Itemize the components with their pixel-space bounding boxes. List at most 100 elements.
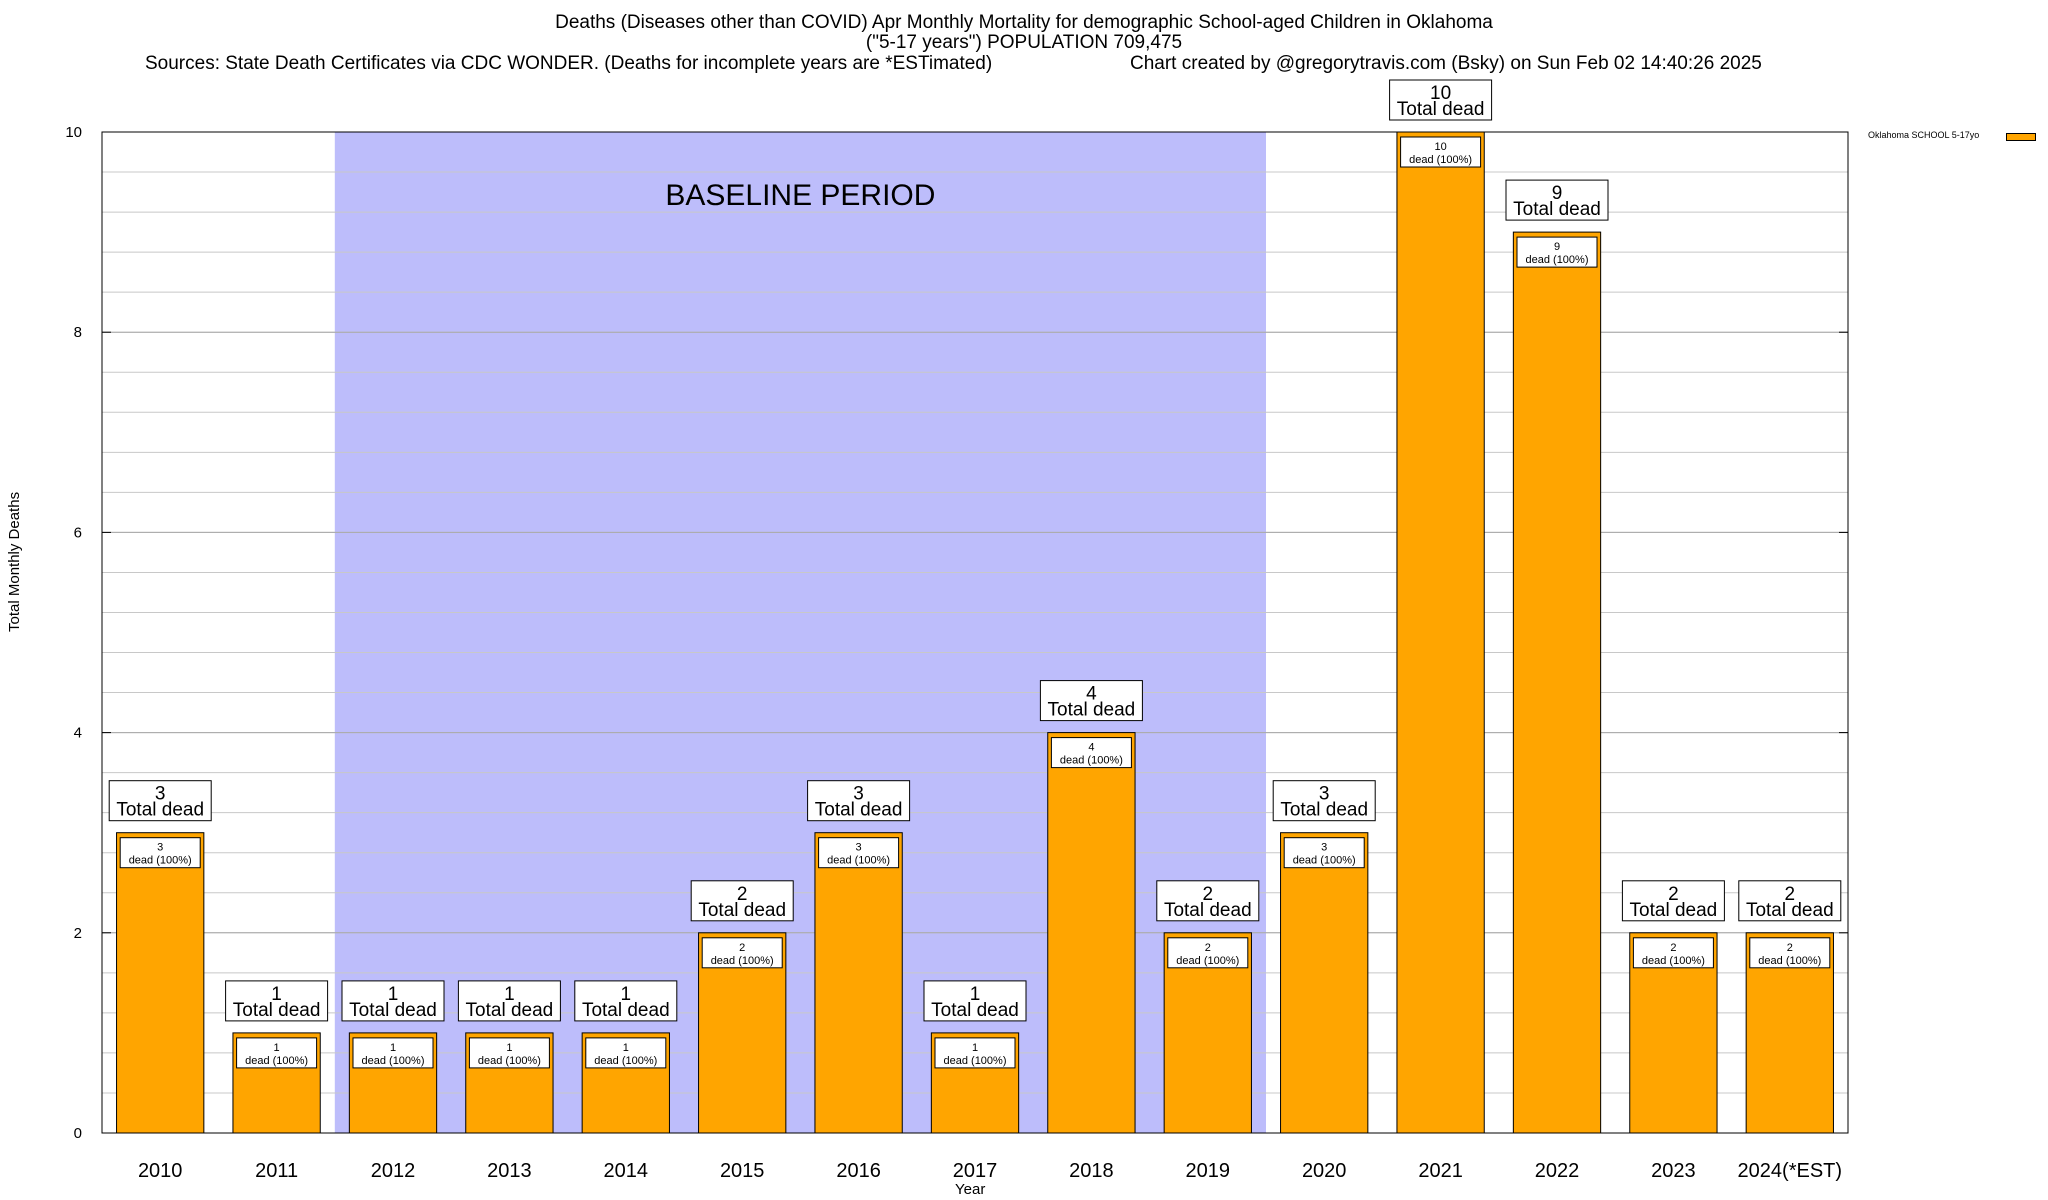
bar-total-label-box [108, 780, 212, 822]
bar-total-label: Total dead [815, 800, 903, 821]
bar-inner-label-box [1632, 937, 1714, 969]
bar-total-value: 2 [1203, 884, 1214, 905]
bar-total-value: 1 [621, 984, 632, 1005]
bar-total-label: Total dead [233, 1000, 321, 1021]
bar-inner-value: 9 [1554, 241, 1560, 253]
y-tick-label: 6 [74, 524, 82, 541]
bar-inner-label-box [1167, 937, 1249, 969]
bar-total-label-box [923, 980, 1027, 1022]
bar-inner-label: dead (100%) [1060, 755, 1123, 767]
x-tick-label: 2019 [1186, 1160, 1231, 1182]
bar-inner-label-box [468, 1037, 550, 1069]
bar-total-value: 1 [504, 984, 515, 1005]
bar-total-value: 10 [1430, 83, 1451, 104]
bar-inner-value: 3 [1321, 842, 1327, 854]
bar-total-label-box [1621, 880, 1725, 922]
chart-subtitle: ("5-17 years") POPULATION 709,475 [865, 32, 1183, 53]
bar-inner-label-box [585, 1037, 667, 1069]
bar-total-label: Total dead [1630, 900, 1718, 921]
bar [116, 832, 205, 1134]
bar-inner-label: dead (100%) [827, 855, 890, 867]
bar-total-value: 3 [155, 784, 166, 805]
chart-credit: Chart created by @gregorytravis.com (Bsk… [1130, 53, 1762, 74]
bar-inner-label: dead (100%) [129, 855, 192, 867]
bar-inner-value: 2 [1787, 942, 1793, 954]
x-tick-label: 2010 [138, 1160, 183, 1182]
bar-inner-label: dead (100%) [362, 1055, 425, 1067]
bar-total-label: Total dead [1280, 800, 1368, 821]
bar-total-label: Total dead [1397, 99, 1485, 120]
y-tick-label: 10 [65, 124, 82, 141]
bar-total-value: 4 [1086, 684, 1097, 705]
bar-inner-value: 1 [506, 1042, 512, 1054]
bar-inner-label: dead (100%) [1526, 254, 1589, 266]
bar-inner-value: 4 [1088, 742, 1094, 754]
bar-total-label-box [457, 980, 561, 1022]
bar-inner-label: dead (100%) [1409, 154, 1472, 166]
bar-inner-value: 1 [972, 1042, 978, 1054]
bar [1280, 832, 1369, 1134]
x-tick-label: 2021 [1418, 1160, 1463, 1182]
bar-inner-label-box [1283, 837, 1365, 869]
bar-inner-label: dead (100%) [478, 1055, 541, 1067]
bar-total-value: 1 [271, 984, 282, 1005]
bar-inner-label-box [1050, 737, 1132, 769]
x-tick-label: 2012 [371, 1160, 416, 1182]
bar-total-label-box [1156, 880, 1260, 922]
bar-total-value: 2 [737, 884, 748, 905]
bar-total-value: 2 [1785, 884, 1796, 905]
bar-inner-label-box [119, 837, 201, 869]
bar-total-value: 1 [970, 984, 981, 1005]
bar-total-label: Total dead [1513, 199, 1601, 220]
bar-inner-label: dead (100%) [1758, 955, 1821, 967]
y-axis-label: Total Monthly Deaths [6, 491, 23, 632]
x-axis-label: Year [955, 1181, 986, 1198]
bar-inner-value: 1 [274, 1042, 280, 1054]
bar-total-label: Total dead [349, 1000, 437, 1021]
bar-total-value: 1 [388, 984, 399, 1005]
bar-inner-label-box [701, 937, 783, 969]
bar-inner-value: 1 [623, 1042, 629, 1054]
bar-inner-value: 2 [1205, 942, 1211, 954]
bar-total-value: 3 [1319, 784, 1330, 805]
bar-inner-label-box [934, 1037, 1016, 1069]
bar-total-label-box [1738, 880, 1842, 922]
bar-inner-label-box [1516, 236, 1598, 268]
bar-total-label: Total dead [582, 1000, 670, 1021]
chart-sources: Sources: State Death Certificates via CD… [145, 53, 993, 74]
bar [1512, 231, 1602, 1134]
x-tick-label: 2022 [1535, 1160, 1580, 1182]
bar-inner-label: dead (100%) [944, 1055, 1007, 1067]
bar-total-label: Total dead [698, 900, 786, 921]
bar-inner-value: 2 [1670, 942, 1676, 954]
plot-frame [101, 131, 1849, 1134]
bar-total-label: Total dead [116, 800, 204, 821]
bar-total-label-box [690, 880, 794, 922]
x-tick-label: 2015 [720, 1160, 765, 1182]
x-tick-label: 2020 [1302, 1160, 1347, 1182]
bar-inner-label: dead (100%) [1642, 955, 1705, 967]
y-tick-label: 2 [74, 925, 82, 942]
y-tick-label: 0 [74, 1125, 82, 1142]
bar-inner-value: 3 [856, 842, 862, 854]
bar-total-label-box [1389, 79, 1493, 121]
bar-total-label-box [341, 980, 445, 1022]
bar-inner-label: dead (100%) [1293, 855, 1356, 867]
chart-title: Deaths (Diseases other than COVID) Apr M… [555, 12, 1493, 33]
x-tick-label: 2017 [953, 1160, 998, 1182]
bar-total-label-box [1272, 780, 1376, 822]
bar-total-label-box [225, 980, 329, 1022]
bar-inner-label: dead (100%) [1176, 955, 1239, 967]
bar-inner-label: dead (100%) [245, 1055, 308, 1067]
legend-swatch [2006, 133, 2036, 141]
bar-total-value: 2 [1668, 884, 1679, 905]
bar-inner-label: dead (100%) [594, 1055, 657, 1067]
bar-inner-value: 2 [739, 942, 745, 954]
bar-inner-label-box [352, 1037, 434, 1069]
y-tick-label: 8 [74, 324, 82, 341]
bar-total-label: Total dead [1746, 900, 1834, 921]
bar [1047, 732, 1136, 1134]
x-tick-label: 2011 [255, 1160, 298, 1182]
bar-inner-value: 1 [390, 1042, 396, 1054]
